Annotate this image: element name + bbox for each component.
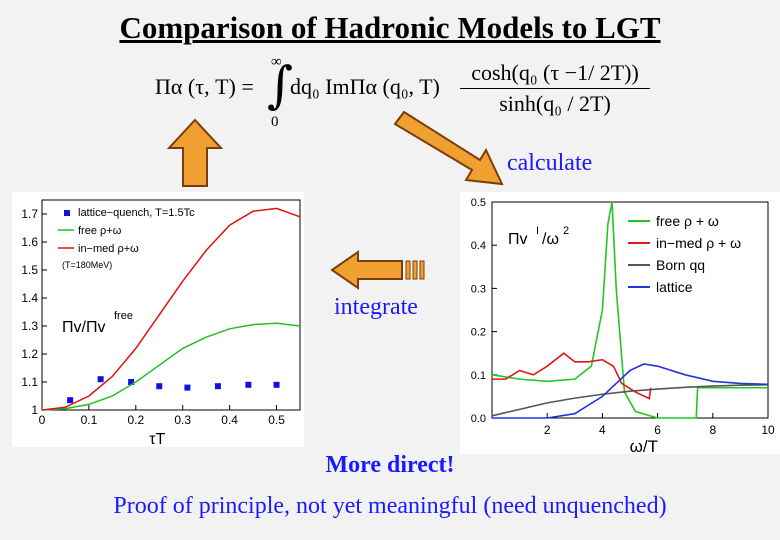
integral-upper-limit: ∞ (271, 54, 282, 70)
formula-lhs: Πα (τ, T) = (155, 74, 254, 99)
spectral-function-svg: 0.0 0.1 0.2 0.3 0.4 0.5 2 4 6 8 10 ω/T Πv I/ω 2 free ρ … (471, 197, 775, 456)
y-axis-label: Πv (508, 231, 528, 248)
lattice-data-point (97, 376, 104, 383)
x-tick-label: 0.4 (221, 413, 238, 427)
series-line-in-med (41, 207, 301, 411)
y-tick-label: 1.1 (21, 375, 38, 389)
series-line-0 (491, 201, 768, 419)
x-tick-label: 4 (599, 423, 606, 437)
left-arrow-icon (330, 250, 425, 290)
y-tick-label: 1.3 (21, 319, 38, 333)
x-tick-label: 8 (709, 423, 716, 437)
series-line-free (41, 322, 301, 411)
lattice-data-point (245, 381, 252, 388)
legend-label-3: lattice (656, 279, 693, 295)
correlator-ratio-svg: 1 1.1 1.2 1.3 1.4 1.5 1.6 1.7 0 0.1 0.2 0.3 0.4 0.5 τT… (21, 199, 301, 448)
y-axis-label: Πv/Πv (62, 319, 106, 336)
slide-title: Comparison of Hadronic Models to LGT (119, 10, 661, 45)
y-tick-label: 0.2 (471, 327, 486, 339)
y-tick-label: 0.4 (471, 240, 486, 252)
formula-integrand: dq₀ ImΠα (q₀, T) (290, 74, 440, 99)
x-tick-label: 0.3 (174, 413, 191, 427)
y-tick-label: 1.2 (21, 347, 38, 361)
y-tick-label: 0.3 (471, 283, 486, 295)
legend-label-0: free ρ + ω (656, 213, 719, 229)
y-axis-label-exponent: 2 (563, 225, 569, 237)
series-line-3 (492, 363, 769, 419)
x-tick-label: 6 (654, 423, 661, 437)
plot-frame (491, 201, 769, 419)
correlator-ratio-chart: 1 1.1 1.2 1.3 1.4 1.5 1.6 1.7 0 0.1 0.2 0.3 0.4 0.5 τT… (12, 192, 304, 448)
integrate-label: integrate (334, 294, 418, 320)
spectral-function-chart: 0.0 0.1 0.2 0.3 0.4 0.5 2 4 6 8 10 ω/T Πv I/ω 2 free ρ … (460, 192, 780, 456)
series-line-2 (491, 383, 769, 417)
y-tick-label: 1.4 (21, 291, 38, 305)
y-tick-label: 1.6 (21, 235, 38, 249)
legend-label-lattice: lattice−quench, T=1.5Tc (78, 207, 195, 219)
lattice-data-point (184, 384, 191, 391)
calculate-label: calculate (507, 150, 593, 176)
y-axis-label-denominator: /ω (542, 231, 559, 248)
x-tick-label: 0.1 (81, 413, 98, 427)
up-arrow-icon (166, 118, 224, 187)
legend-label-1: in−med ρ + ω (656, 235, 741, 251)
y-tick-label: 1.5 (21, 263, 38, 277)
lattice-data-point (128, 379, 135, 385)
y-tick-label: 0.1 (471, 370, 486, 382)
legend-label-2: Born qq (656, 257, 705, 273)
lattice-data-point (67, 397, 74, 404)
legend-note-temperature: (T=180MeV) (62, 260, 112, 270)
x-tick-label: 2 (544, 423, 551, 437)
legend-label-in-med: in−med ρ+ω (78, 243, 139, 255)
integral-lower-limit: 0 (271, 114, 279, 130)
more-direct-note: More direct! (325, 452, 455, 478)
x-tick-label: 0 (39, 413, 46, 427)
y-tick-label: 0.0 (471, 413, 486, 425)
diagonal-arrow-icon (393, 110, 504, 186)
formula-denominator: sinh(q₀ / 2T) (499, 91, 611, 116)
lattice-data-point (214, 383, 221, 390)
x-tick-label: 0.2 (127, 413, 144, 427)
y-axis-label-superscript: free (114, 310, 133, 322)
lattice-data-point (273, 381, 280, 388)
formula-numerator: cosh(q₀ (τ −1/ 2T)) (460, 60, 650, 89)
x-axis-label: ω/T (630, 437, 658, 454)
legend-label-free: free ρ+ω (78, 225, 122, 237)
legend-marker-lattice (64, 210, 70, 216)
plot-frame (41, 199, 301, 411)
formula-kernel-fraction: cosh(q₀ (τ −1/ 2T)) sinh(q₀ / 2T) (460, 60, 650, 117)
y-tick-label: 0.5 (471, 197, 486, 209)
y-tick-label: 1.7 (21, 207, 38, 221)
x-axis-label: τT (149, 431, 165, 447)
x-tick-label: 0.5 (268, 413, 285, 427)
spectral-integral-formula: Πα (τ, T) = ∞ ∫ 0 dq₀ ImΠα (q₀, T) cosh(… (155, 54, 655, 132)
y-axis-label-superscript: I (536, 225, 539, 237)
integral-sign-icon: ∫ (267, 56, 294, 114)
x-tick-label: 10 (761, 423, 775, 437)
proof-of-principle-note: Proof of principle, not yet meaningful (… (113, 493, 667, 519)
y-tick-label: 1 (31, 403, 38, 417)
lattice-data-point (156, 383, 163, 390)
